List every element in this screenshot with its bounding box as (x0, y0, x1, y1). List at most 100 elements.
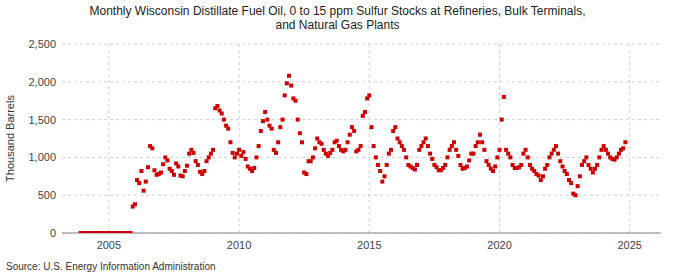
point (528, 163, 532, 167)
chart-title: Monthly Wisconsin Distillate Fuel Oil, 0… (90, 4, 586, 32)
point (183, 169, 187, 173)
point (172, 173, 176, 177)
point (426, 144, 430, 148)
point (602, 144, 606, 148)
point (241, 150, 245, 154)
point (352, 129, 356, 133)
point (621, 146, 625, 150)
point (276, 140, 280, 144)
point (385, 163, 389, 167)
point (283, 93, 287, 97)
point (374, 155, 378, 159)
point (558, 159, 562, 163)
point (361, 114, 365, 118)
y-grid-line (62, 119, 661, 120)
point (543, 167, 547, 171)
point (346, 140, 350, 144)
x-tick-label: 2025 (618, 239, 642, 251)
point (372, 144, 376, 148)
point (526, 155, 530, 159)
x-axis-line (62, 233, 661, 234)
point (207, 155, 211, 159)
point (604, 148, 608, 152)
point (235, 152, 239, 156)
point (419, 144, 423, 148)
point (508, 155, 512, 159)
marks (79, 74, 628, 233)
point (582, 159, 586, 163)
grid (62, 44, 661, 233)
point (294, 99, 298, 103)
point (417, 148, 421, 152)
point (192, 151, 196, 155)
point (398, 140, 402, 144)
point (311, 155, 315, 159)
point (252, 166, 256, 170)
point (146, 165, 150, 169)
x-tick-label: 2020 (487, 239, 511, 251)
point (380, 180, 384, 184)
point (378, 169, 382, 173)
point (554, 144, 558, 148)
point (376, 163, 380, 167)
point (330, 148, 334, 152)
point (176, 164, 180, 168)
point (547, 155, 551, 159)
point (471, 152, 475, 156)
point (320, 142, 324, 146)
point (504, 148, 508, 152)
y-tick-label: 0 (50, 227, 56, 239)
point (467, 158, 471, 162)
x-grid-line (239, 44, 240, 233)
point (170, 169, 174, 173)
point (309, 159, 313, 163)
point (265, 118, 269, 122)
point (589, 167, 593, 171)
point (422, 140, 426, 144)
y-grid-line (62, 81, 661, 82)
point (578, 174, 582, 178)
point (500, 118, 504, 122)
point (587, 163, 591, 167)
point (606, 152, 610, 156)
point (396, 137, 400, 141)
point (402, 148, 406, 152)
point (285, 81, 289, 85)
point (487, 163, 491, 167)
point (400, 144, 404, 148)
point (524, 148, 528, 152)
point (480, 140, 484, 144)
point (493, 164, 497, 168)
point (430, 157, 434, 161)
point (382, 174, 386, 178)
point (300, 140, 304, 144)
point (387, 152, 391, 156)
point (356, 148, 360, 152)
point (424, 137, 428, 141)
point (454, 148, 458, 152)
point (506, 152, 510, 156)
point (556, 152, 560, 156)
point (519, 163, 523, 167)
point (239, 154, 243, 158)
point (565, 172, 569, 176)
chart-container: Monthly Wisconsin Distillate Fuel Oil, 0… (0, 0, 675, 275)
point (209, 152, 213, 156)
point (220, 112, 224, 116)
point (281, 118, 285, 122)
point (257, 144, 261, 148)
point (181, 174, 185, 178)
point (573, 193, 577, 197)
y-grid-line (62, 157, 661, 158)
point (304, 172, 308, 176)
point (296, 118, 300, 122)
point (597, 155, 601, 159)
point (539, 178, 543, 182)
x-grid-line (629, 44, 630, 233)
point (202, 169, 206, 173)
y-grid-line (62, 44, 661, 45)
point (550, 152, 554, 156)
point (233, 155, 237, 159)
point (476, 140, 480, 144)
point (521, 152, 525, 156)
